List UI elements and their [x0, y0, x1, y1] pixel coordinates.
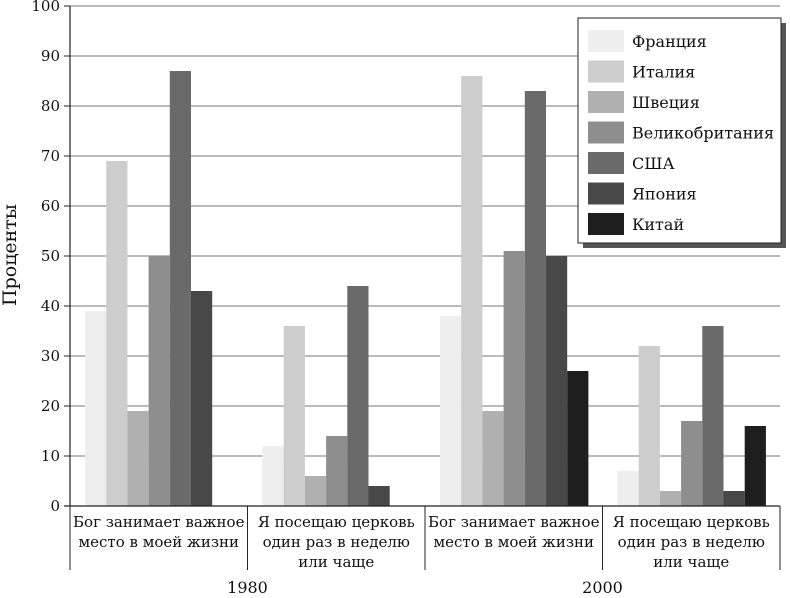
category-label: место в моей жизни: [433, 533, 594, 551]
category-label: один раз в неделю: [618, 533, 765, 551]
bar: [744, 426, 766, 506]
category-label: Я посещаю церковь: [613, 513, 770, 531]
y-tick-label: 50: [41, 247, 60, 265]
bar: [702, 326, 724, 506]
category-label: один раз в неделю: [263, 533, 410, 551]
category-label: Я посещаю церковь: [258, 513, 415, 531]
axes: 0 10 20 30 40 50 60 70 80 90 100 Бог занимает важно…: [31, 0, 781, 597]
legend-swatch: [588, 152, 624, 174]
y-tick-label: 70: [41, 147, 60, 165]
legend-swatch: [588, 213, 624, 235]
y-tick-label: 80: [41, 97, 60, 115]
legend: Франция Италия Швеция Великобритания США Япон…: [577, 17, 786, 248]
bar: [524, 91, 546, 506]
bar: [440, 316, 462, 506]
bar: [347, 286, 369, 506]
y-tick-label: 90: [41, 47, 60, 65]
category-label: Бог занимает важное: [73, 513, 245, 531]
y-tick-label: 20: [41, 397, 60, 415]
bar: [482, 411, 504, 506]
legend-label: Китай: [632, 215, 684, 234]
bar: [106, 161, 128, 506]
legend-swatch: [588, 60, 624, 83]
bar: [304, 476, 327, 506]
bar: [546, 256, 568, 506]
y-tick-label: 60: [41, 197, 60, 215]
bar: [567, 371, 589, 506]
y-tick-label: 40: [41, 297, 60, 315]
bar: [127, 411, 149, 506]
category-label: или чаще: [653, 553, 729, 571]
legend-label: Швеция: [632, 93, 700, 112]
bar: [85, 311, 107, 506]
bar: [638, 346, 660, 506]
legend-label: Великобритания: [632, 124, 774, 143]
bar: [148, 256, 170, 506]
legend-swatch: [588, 91, 624, 113]
y-tick-label: 0: [50, 497, 60, 515]
legend-label: Италия: [632, 63, 695, 82]
bar: [283, 326, 305, 506]
category-label: Бог занимает важное: [428, 513, 600, 531]
bar: [169, 71, 191, 506]
legend-swatch: [588, 182, 624, 205]
legend-swatch: [588, 30, 624, 52]
y-tick-label: 10: [41, 447, 60, 465]
category-label: или чаще: [298, 553, 374, 571]
group-label: 2000: [582, 578, 623, 597]
bar: [681, 421, 703, 506]
y-tick-label: 30: [41, 347, 60, 365]
bar: [659, 491, 682, 506]
y-axis-label: Проценты: [0, 204, 21, 306]
bar: [723, 491, 745, 506]
legend-label: США: [632, 154, 675, 173]
bar: [617, 471, 639, 506]
group-label: 1980: [227, 578, 268, 597]
bar: [326, 436, 348, 506]
legend-label: Франция: [632, 32, 707, 51]
category-label: место в моей жизни: [78, 533, 239, 551]
bars: [85, 71, 766, 506]
y-tick-label: 100: [31, 0, 60, 15]
bar: [191, 291, 213, 506]
bar: [262, 446, 284, 506]
bar: [368, 486, 390, 506]
legend-label: Япония: [632, 185, 697, 204]
legend-swatch: [588, 121, 624, 144]
bar: [461, 76, 483, 506]
bar: [503, 251, 525, 506]
